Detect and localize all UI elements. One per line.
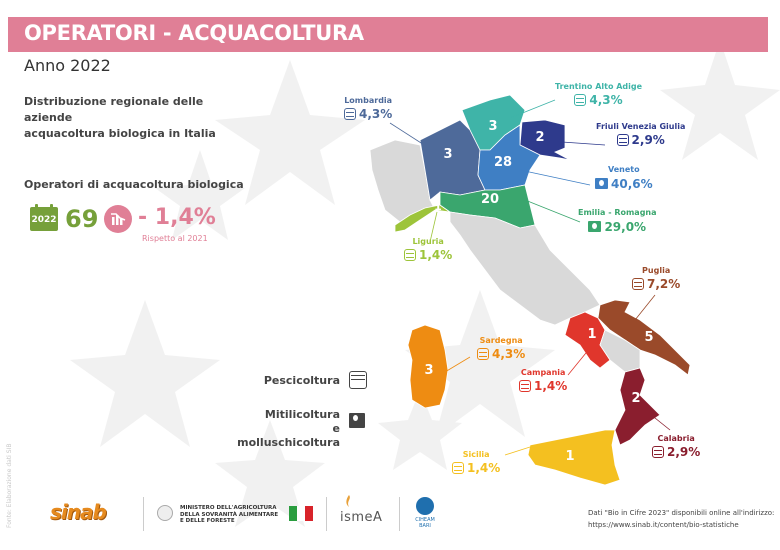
ismea-logo: ismeA [340,510,383,525]
subtitle-line-1: Distribuzione regionale delle aziende [24,95,204,124]
region-liguria [394,204,451,233]
count-trentino: 3 [488,119,497,134]
count-campania: 1 [587,327,596,342]
barrel-icon [652,446,664,458]
label-puglia: Puglia 7,2% [632,266,680,294]
label-sicilia: Sicilia 1,4% [452,450,500,478]
count-emilia: 20 [481,192,499,207]
legend-pescicoltura: Pescicoltura [263,374,340,387]
label-trentino: Trentino Alto Adige 4,3% [555,82,643,107]
ciheam-globe-icon [416,497,434,515]
region-sardegna [407,324,449,409]
barrel-icon [344,108,356,120]
count-puglia: 5 [644,330,653,345]
year-badge: 2022 [31,215,57,225]
count-veneto: 28 [494,155,512,170]
title-bar: OPERATORI - ACQUACOLTURA [8,17,768,52]
barrel-icon [574,94,587,106]
label-veneto: Veneto 40,6% [595,165,653,193]
mussel-icon [588,221,602,232]
region-veneto [477,124,541,191]
change-note: Rispetto al 2021 [142,234,208,243]
data-source-url[interactable]: https://www.sinab.it/content/bio-statist… [588,521,739,529]
label-liguria: Liguria 1,4% [404,237,452,265]
italy-map: 3 3 2 28 20 1 5 1 2 1 3 [369,94,691,486]
barrel-icon [404,249,416,261]
region-puglia [597,299,691,376]
source-note-vertical: Fonte: Elaborazione dati SIB [6,443,13,528]
ismea-flame-icon [346,495,350,507]
summary-title: Operatori di acquacoltura biologica [24,178,244,191]
region-calabria [614,367,661,446]
label-lombardia: Lombardia 4,3% [344,96,393,121]
barrel-icon [452,462,464,474]
label-friuli: Friuli Venezia Giulia 2,9% [596,122,686,147]
legend-barrel-icon [349,371,367,393]
count-lombardia: 3 [443,147,452,162]
operator-count: 69 [65,205,99,233]
barrel-icon [519,380,531,392]
divider [399,497,400,531]
region-sicilia [527,429,621,486]
italian-flag-icon [289,506,313,521]
data-source-note: Dati "Bio in Cifre 2023" disponibili onl… [588,509,775,529]
ciheam-logo-text: CIHEAM BARI [415,517,435,529]
decline-chart-icon [104,205,132,233]
barrel-icon [632,278,644,290]
intro-subtitle: Distribuzione regionale delle aziende ac… [24,94,244,142]
mussel-icon [595,178,608,189]
legend-mitilicoltura: Mitilicoltura e molluschicoltura [237,408,340,449]
legend-mussel-icon [349,413,365,432]
label-calabria: Calabria 2,9% [652,434,700,462]
divider [143,497,144,531]
ministry-logo-text: MINISTERO DELL'AGRICOLTURA DELLA SOVRANI… [180,505,279,524]
label-campania: Campania 1,4% [519,368,568,393]
count-sicilia: 1 [565,449,574,464]
count-sardegna: 3 [424,363,433,378]
year-label: Anno 2022 [24,56,111,75]
label-emilia-romagna: Emilia - Romagna 29,0% [578,208,657,234]
sinab-logo: sinab [50,500,107,524]
count-liguria: 1 [434,200,442,213]
republic-emblem-icon [157,505,173,521]
barrel-icon [477,348,489,360]
change-percent: - 1,4% [138,205,216,230]
divider [326,497,327,531]
barrel-icon [616,134,629,146]
calendar-icon: 2022 [30,204,58,231]
count-friuli: 2 [535,130,544,145]
subtitle-line-2: acquacoltura biologica in Italia [24,127,216,140]
page-title: OPERATORI - ACQUACOLTURA [24,21,364,45]
label-sardegna: Sardegna 4,3% [477,336,525,364]
count-calabria: 2 [631,391,640,406]
